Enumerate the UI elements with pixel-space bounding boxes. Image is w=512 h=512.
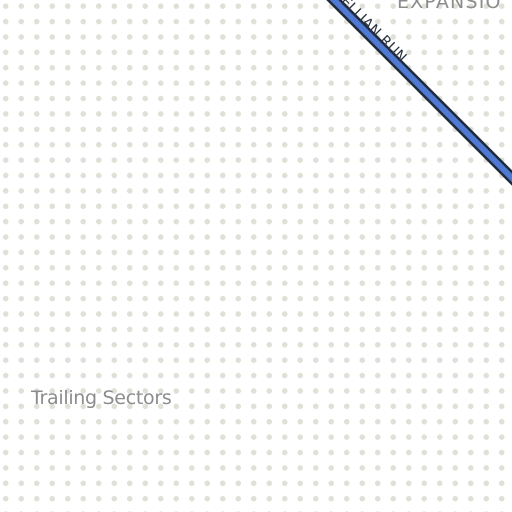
road-ellian-run[interactable] xyxy=(322,0,512,193)
area-label-expansion: EXPANSIO xyxy=(397,0,502,13)
area-label-trailing-sectors: Trailing Sectors xyxy=(31,387,172,409)
road-casing xyxy=(326,0,512,186)
